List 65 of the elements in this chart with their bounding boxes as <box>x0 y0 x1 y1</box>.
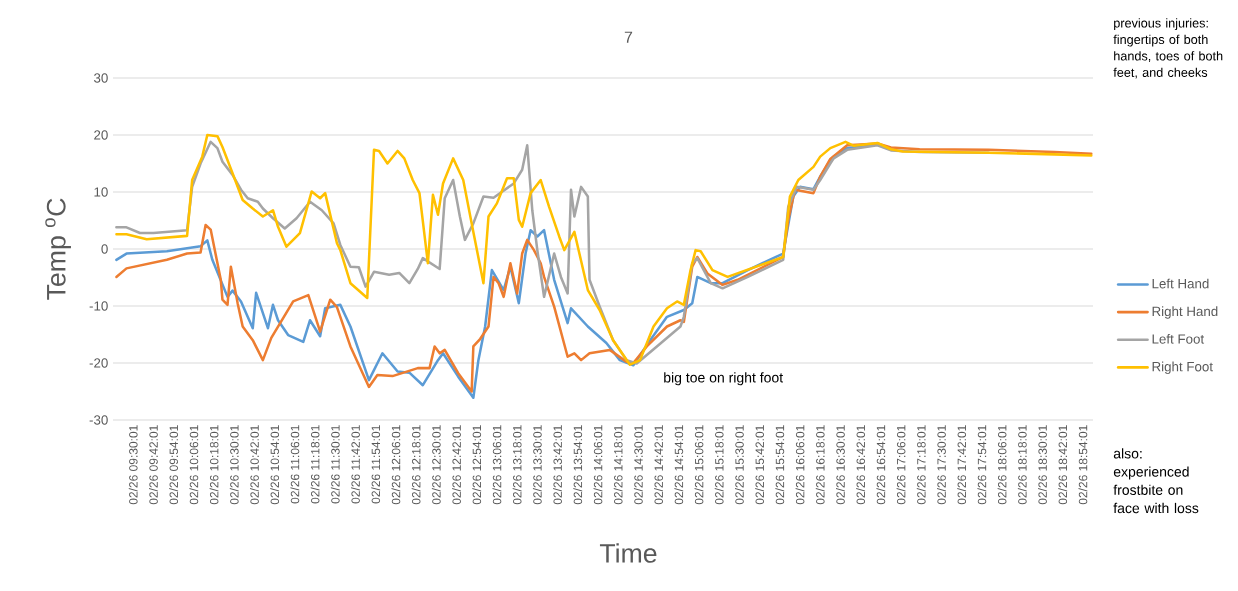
text: also: experienced frostbite on face with loss <box>1113 448 1199 514</box>
x-tick-label: 02/26 17:18:01 <box>916 425 926 505</box>
y-tick-label: -10 <box>89 301 108 311</box>
x-tick-label: 02/26 10:42:01 <box>250 425 259 505</box>
y-tick-label: -30 <box>89 415 108 425</box>
x-tick-label: 02/26 11:54:01 <box>371 425 381 504</box>
x-tick-label: 02/26 15:30:01 <box>734 425 744 505</box>
x-tick-label: 02/26 16:30:01 <box>836 425 845 505</box>
x-tick-label: 02/26 18:54:01 <box>1078 425 1088 505</box>
legend-label: Left Hand <box>1152 278 1209 289</box>
x-tick-label: 02/26 17:54:01 <box>977 425 987 505</box>
x-tick-label: 02/26 11:18:01 <box>310 425 320 504</box>
x-tick-label: 02/26 18:06:01 <box>997 425 1007 505</box>
x-tick-label: 02/26 15:42:01 <box>755 425 765 505</box>
x-tick-label: 02/26 12:42:01 <box>452 425 461 505</box>
chart-title: 7 <box>624 31 633 43</box>
y-tick-label: 20 <box>94 130 108 140</box>
x-tick-label: 02/26 13:18:01 <box>512 425 522 505</box>
y-tick-label: 30 <box>93 73 108 83</box>
x-tick-label: 02/26 14:54:01 <box>674 425 684 505</box>
text: previous injuries: fingertips of both hands, toes of both feet, and cheeks <box>1113 18 1223 79</box>
x-tick-label: 02/26 13:30:01 <box>532 425 542 505</box>
x-tick-label: 02/26 12:30:01 <box>431 425 441 505</box>
legend-label: Right Foot <box>1152 361 1213 375</box>
x-tick-label: 02/26 14:06:01 <box>593 425 603 505</box>
x-tick-label: 02/26 10:30:01 <box>229 425 239 505</box>
annotation: big toe on right foot <box>664 372 784 386</box>
x-tick-label: 02/26 14:18:01 <box>613 425 623 505</box>
x-tick-label: 02/26 18:30:01 <box>1038 425 1047 505</box>
x-tick-label: 02/26 12:54:01 <box>472 425 482 505</box>
x-tick-label: 02/26 13:06:01 <box>492 425 502 505</box>
x-tick-label: 02/26 11:30:01 <box>330 425 340 504</box>
x-tick-label: 02/26 16:06:01 <box>795 425 805 505</box>
x-tick-label: 02/26 13:54:01 <box>573 425 583 505</box>
x-tick-label: 02/26 17:42:01 <box>957 425 967 505</box>
x-tick-label: 02/26 16:42:01 <box>856 425 866 505</box>
y-axis-title: Temp $^{o}$C <box>45 198 71 300</box>
x-tick-label: 02/26 14:30:01 <box>633 425 643 505</box>
legend-label: Right Hand <box>1152 306 1218 319</box>
x-tick-label: 02/26 16:54:01 <box>876 425 886 505</box>
x-tick-label: 02/26 17:06:01 <box>896 425 906 505</box>
x-tick-label: 02/26 15:06:01 <box>694 425 704 505</box>
x-tick-label: 02/26 09:42:01 <box>149 425 158 505</box>
x-tick-label: 02/26 15:54:01 <box>775 425 785 505</box>
x-tick-label: 02/26 09:54:01 <box>169 425 179 505</box>
x-tick-label: 02/26 10:54:01 <box>270 425 280 505</box>
x-tick-label: 02/26 11:42:01 <box>351 425 360 504</box>
y-tick-label: -20 <box>89 358 108 368</box>
legend-label: Left Foot <box>1152 333 1205 344</box>
x-tick-label: 02/26 14:42:01 <box>654 425 663 505</box>
x-tick-label: 02/26 12:18:01 <box>411 425 421 505</box>
x-tick-label: 02/26 09:30:01 <box>128 425 138 505</box>
x-tick-label: 02/26 18:42:01 <box>1058 425 1068 505</box>
y-tick-label: 0 <box>101 244 108 254</box>
x-tick-label: 02/26 18:18:01 <box>1017 425 1027 505</box>
x-tick-label: 02/26 12:06:01 <box>391 425 401 505</box>
x-axis-title: Time <box>599 543 657 563</box>
x-tick-label: 02/26 15:18:01 <box>714 425 724 505</box>
x-tick-label: 02/26 10:18:01 <box>209 425 219 505</box>
x-tick-label: 02/26 13:42:01 <box>553 425 562 505</box>
x-tick-label: 02/26 17:30:01 <box>937 425 946 505</box>
x-tick-label: 02/26 11:06:01 <box>290 425 300 504</box>
y-tick-label: 10 <box>94 187 108 197</box>
x-tick-label: 02/26 16:18:01 <box>815 425 825 505</box>
x-tick-label: 02/26 10:06:01 <box>189 425 199 505</box>
